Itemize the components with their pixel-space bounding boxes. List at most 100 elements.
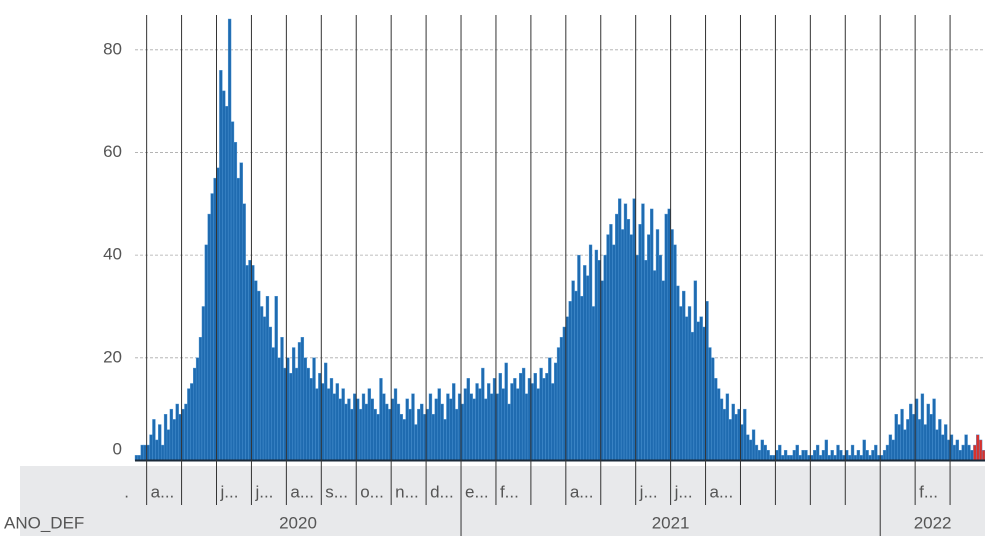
- bar: [149, 434, 153, 461]
- month-label: a...: [290, 482, 314, 501]
- bar: [620, 229, 625, 461]
- bar: [361, 393, 366, 461]
- bar: [222, 90, 226, 461]
- bar: [882, 449, 887, 461]
- bar: [341, 388, 345, 461]
- bar: [393, 388, 398, 461]
- bar: [294, 367, 299, 461]
- bar: [906, 419, 910, 461]
- bar: [297, 342, 302, 461]
- bar: [792, 449, 796, 461]
- bar: [160, 444, 165, 461]
- bar: [920, 393, 925, 461]
- bar: [603, 254, 607, 461]
- bar: [166, 429, 171, 461]
- bar: [489, 393, 494, 461]
- bar: [836, 444, 840, 461]
- bar: [900, 408, 904, 461]
- bar: [644, 260, 648, 461]
- bar: [850, 444, 855, 461]
- bar: [783, 449, 788, 461]
- bar: [245, 265, 249, 461]
- bar: [824, 439, 829, 461]
- bar: [539, 367, 543, 461]
- bar: [952, 444, 957, 461]
- bar: [521, 367, 526, 461]
- month-label: j...: [220, 482, 239, 501]
- bar: [865, 449, 869, 461]
- bar: [533, 372, 537, 461]
- bar: [376, 414, 380, 461]
- bar: [856, 449, 861, 461]
- bar: [615, 213, 619, 461]
- bar: [239, 162, 243, 461]
- bar: [722, 408, 727, 461]
- bar: [187, 388, 191, 461]
- bar: [233, 141, 238, 461]
- bar: [498, 372, 502, 461]
- bar: [941, 434, 945, 461]
- bar: [664, 213, 668, 461]
- bar: [690, 331, 695, 461]
- month-label: e...: [465, 482, 489, 501]
- bar: [446, 393, 450, 461]
- bar: [749, 439, 753, 461]
- bar: [917, 419, 922, 461]
- bar: [219, 70, 223, 461]
- bar: [970, 449, 974, 461]
- bar: [585, 275, 590, 461]
- bar: [385, 403, 389, 461]
- bar: [577, 254, 581, 461]
- bar: [268, 326, 273, 461]
- bar: [469, 393, 473, 461]
- bar: [583, 265, 587, 461]
- bar: [929, 414, 933, 461]
- bar: [300, 337, 305, 461]
- bar: [326, 388, 331, 461]
- bar: [545, 372, 549, 461]
- bar: [935, 429, 939, 461]
- bar: [815, 444, 820, 461]
- bar: [510, 383, 514, 461]
- bar: [708, 347, 712, 461]
- bar: [728, 419, 732, 461]
- bar: [382, 393, 386, 461]
- bar: [743, 408, 747, 461]
- year-label: 2020: [279, 513, 317, 532]
- bar: [711, 357, 715, 461]
- bar: [504, 362, 508, 461]
- bar: [813, 449, 817, 461]
- bar: [795, 444, 799, 461]
- bar: [184, 403, 188, 461]
- bar: [641, 203, 645, 461]
- bar: [588, 244, 593, 461]
- month-label: f...: [919, 482, 938, 501]
- month-label: o...: [360, 482, 384, 501]
- bar: [399, 414, 404, 461]
- bar: [661, 280, 665, 461]
- y-tick-label: 80: [103, 39, 122, 58]
- bar: [961, 444, 965, 461]
- bar: [699, 316, 703, 461]
- bar: [658, 254, 663, 461]
- bar: [455, 408, 459, 461]
- bar: [519, 372, 523, 461]
- bar: [612, 244, 616, 461]
- bar: [719, 398, 724, 461]
- bar: [874, 444, 878, 461]
- bar: [225, 106, 229, 461]
- bar: [507, 403, 511, 461]
- bar: [370, 398, 374, 461]
- bar: [871, 449, 875, 461]
- bar: [190, 383, 194, 461]
- bar: [542, 378, 546, 461]
- bar: [571, 280, 575, 461]
- bar: [163, 414, 168, 461]
- bar: [684, 316, 689, 461]
- bar: [830, 449, 834, 461]
- bar: [734, 414, 738, 461]
- bar: [230, 121, 235, 461]
- bar: [955, 439, 960, 461]
- bar: [778, 444, 782, 461]
